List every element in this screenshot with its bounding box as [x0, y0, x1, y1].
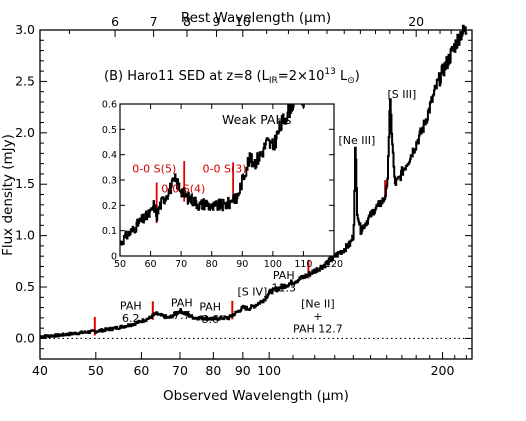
inset-y-tick-label: 0.5 [102, 125, 117, 136]
inset-x-tick-label: 60 [145, 259, 157, 270]
feature-label: 7.7 [173, 309, 191, 322]
inset-x-tick-label: 50 [114, 259, 126, 270]
y-tick-label: 3.0 [15, 22, 35, 37]
inset-background [120, 104, 334, 256]
inset-x-tick-label: 80 [206, 259, 218, 270]
feature-label: [Ne II] [301, 298, 335, 311]
panel-title-mid: =2×10 [278, 69, 325, 84]
inset-red-label: 0-0 S(3) [203, 162, 247, 175]
inset-x-tick-label: 110 [294, 259, 312, 270]
panel-title-end: L [336, 69, 348, 84]
panel-title-sun: ⊙ [347, 76, 355, 86]
feature-label: [Ne III] [338, 134, 375, 147]
y-tick-label: 1.5 [15, 176, 35, 191]
top-tick-label: 6 [111, 14, 119, 29]
y-tick-label: 0.0 [15, 330, 35, 345]
feature-label: PAH [120, 300, 142, 313]
panel-title-main: (B) Haro11 SED at z=8 (L [104, 69, 270, 84]
top-tick-label: 9 [212, 14, 220, 29]
inset-marks: 0-0 S(5) 0-0 S(4) 0-0 S(3) [120, 104, 305, 246]
inset-y-tick-label: 0.4 [102, 150, 117, 161]
feature-label: [S III] [387, 88, 416, 101]
inset-red-label: 0-0 S(5) [132, 162, 176, 175]
inset-red-label: 0-0 S(4) [161, 183, 205, 196]
feature-label: 8.6 [201, 313, 219, 326]
feature-label: PAH [199, 301, 221, 314]
inset-spectrum-line [120, 104, 305, 246]
inset-y-tick-label: 0.2 [102, 201, 117, 212]
feature-label: PAH [273, 269, 295, 282]
feature-label: 11.3 [271, 281, 296, 294]
inset-y-tick-label: 0.3 [102, 176, 117, 187]
y-tick-label: 2.0 [15, 125, 35, 140]
feature-label: 6.2 [122, 312, 140, 325]
inset-x-tick-label: 100 [264, 259, 282, 270]
inset-y-tick-label: 0.6 [102, 100, 117, 111]
inset-x-tick-label: 70 [175, 259, 187, 270]
feature-label: PAH 12.7 [293, 323, 343, 336]
top-tick-label: 10 [235, 14, 251, 29]
x-tick-label: 90 [235, 363, 251, 378]
panel-title-sub: IR [269, 76, 278, 86]
inset-x-tick-label: 120 [325, 259, 343, 270]
x-tick-label: 60 [133, 363, 149, 378]
panel-title-sup: 13 [324, 67, 335, 77]
inset-x-tick-label: 90 [236, 259, 248, 270]
x-axis-title: Observed Wavelength (μm) [163, 388, 349, 404]
x-tick-label: 200 [431, 363, 455, 378]
y-tick-label: 2.5 [15, 73, 35, 88]
y-tick-label: 1.0 [15, 228, 35, 243]
inset-y-tick-label: 0.1 [102, 226, 117, 237]
inset-axes: 50 60 70 80 90 100 110 120 0 0.1 0.2 0.3 0.4 0.5 0.6 [102, 100, 343, 271]
feature-label: [S IV] [237, 285, 267, 298]
y-tick-label: 0.5 [15, 279, 35, 294]
top-tick-label: 7 [150, 14, 158, 29]
main-axes: 40 50 60 70 80 90 100 200 6 7 8 9 10 20 0.0 0.5 1.0 1.5 2.… [15, 14, 472, 378]
y-axis-title: Flux density (mJy) [0, 134, 16, 256]
panel-title-close: ) [355, 69, 360, 84]
x-tick-label: 50 [88, 363, 104, 378]
x-tick-label: 40 [32, 363, 48, 378]
feature-label: + [313, 310, 322, 323]
x-tick-label: 100 [257, 363, 281, 378]
panel-title: (B) Haro11 SED at z=8 (LIR=2×1013 L⊙) [104, 67, 360, 86]
spectrum-line [39, 24, 468, 339]
inset-label: Weak PAHs [222, 112, 291, 127]
feature-label: PAH [171, 297, 193, 310]
top-tick-label: 8 [183, 14, 191, 29]
top-tick-label: 20 [408, 14, 424, 29]
top-axis-title: Rest Wavelength (μm) [181, 10, 331, 26]
x-tick-label: 80 [205, 363, 221, 378]
inset-y-tick-label: 0 [111, 252, 117, 263]
x-tick-label: 70 [172, 363, 188, 378]
